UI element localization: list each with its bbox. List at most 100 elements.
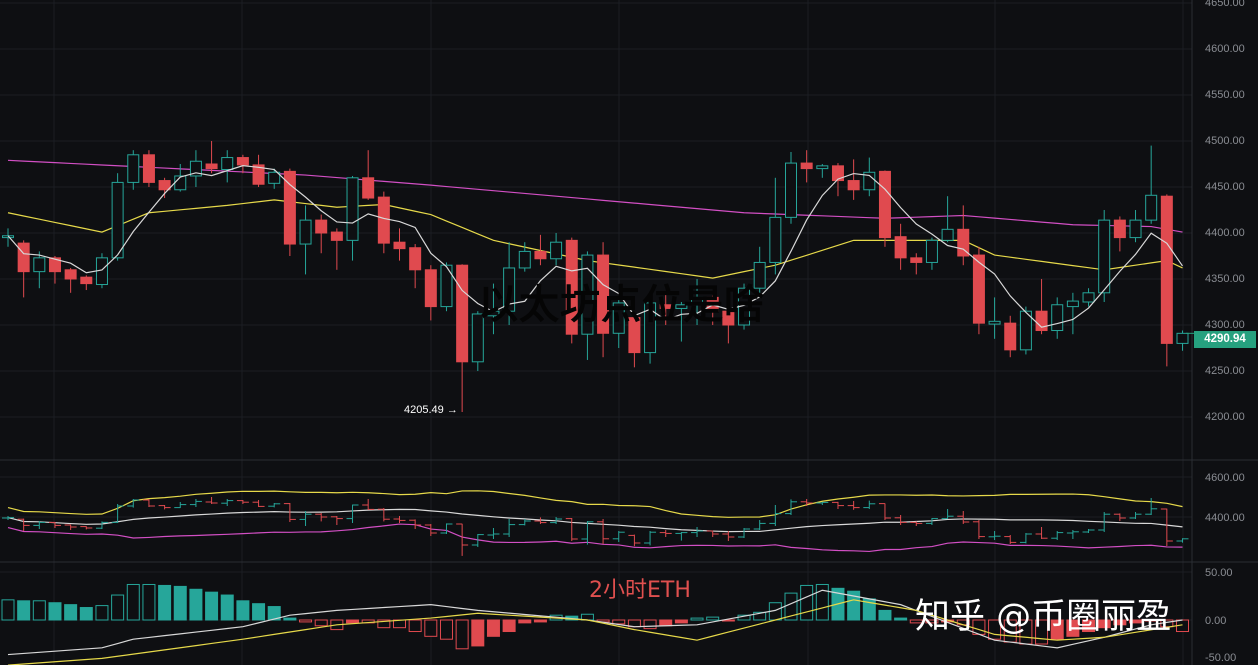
band-lower-line <box>7 523 1183 553</box>
axis-tick-label: 4400.00 <box>1205 512 1245 524</box>
macd-histogram-bar <box>79 607 93 621</box>
macd-histogram-bar <box>471 619 485 647</box>
candle-down <box>205 163 218 170</box>
macd-histogram-bar <box>220 594 234 621</box>
candle-down <box>142 154 155 183</box>
ma-slow-line <box>7 159 1183 233</box>
candle-up <box>675 304 688 309</box>
macd-histogram-bar <box>690 617 704 621</box>
macd-histogram-bar <box>659 619 673 627</box>
macd-histogram-bar <box>408 619 422 633</box>
period-label: 2小时ETH <box>589 578 691 603</box>
macd-dea-line <box>7 599 1183 665</box>
macd-histogram-bar <box>753 611 767 621</box>
candle-up <box>127 154 140 183</box>
macd-histogram-bar <box>439 619 453 640</box>
band-upper-line <box>7 490 1183 518</box>
candle-up <box>1019 310 1032 351</box>
macd-histogram-bar <box>205 591 219 621</box>
macd-histogram-bar <box>800 584 814 621</box>
last-price-tag: 4290.94 <box>1194 331 1256 348</box>
macd-histogram-bar <box>283 617 297 621</box>
candle-up <box>550 241 563 260</box>
axis-tick-label: 4600.00 <box>1205 43 1245 55</box>
candle-up <box>1145 194 1158 221</box>
candle-up <box>785 162 797 218</box>
macd-histogram-bar <box>1066 619 1080 637</box>
macd-histogram-bar <box>158 584 172 621</box>
candle-up <box>988 320 1001 325</box>
axis-tick-label: 4600.00 <box>1205 472 1245 484</box>
macd-histogram-bar <box>925 619 939 624</box>
macd-histogram-bar <box>346 619 360 624</box>
macd-histogram-bar <box>502 619 516 633</box>
candle-up <box>221 157 234 171</box>
macd-histogram-bar <box>111 594 125 621</box>
macd-histogram-bar <box>455 619 469 650</box>
macd-histogram-bar <box>173 585 187 621</box>
ma-fast-line <box>7 165 1183 328</box>
candle-up <box>581 254 594 335</box>
candle-down <box>1113 219 1126 239</box>
macd-histogram-bar <box>1129 619 1143 624</box>
candle-down <box>1004 322 1017 351</box>
candle-up <box>1098 219 1111 294</box>
macd-histogram-bar <box>643 619 657 630</box>
axis-tick-label: 4450.00 <box>1205 181 1245 193</box>
macd-histogram-bar <box>815 583 829 621</box>
candle-down <box>315 219 328 234</box>
candle-up <box>440 264 453 308</box>
candle-down <box>80 276 93 285</box>
candle-up <box>33 257 46 273</box>
candle-up <box>503 267 516 312</box>
axis-tick-label: 50.00 <box>1205 567 1233 579</box>
candle-down <box>393 241 406 250</box>
axis-tick-label: -50.00 <box>1205 652 1236 664</box>
candle-down <box>831 165 844 182</box>
axis-tick-label: 4350.00 <box>1205 273 1245 285</box>
candle-up <box>518 250 531 269</box>
candle-up <box>612 302 625 334</box>
macd-histogram-bar <box>314 619 328 627</box>
candle-up <box>268 171 281 184</box>
candle-down <box>330 231 343 241</box>
macd-histogram-bar <box>267 606 281 621</box>
candle-up <box>816 165 829 170</box>
macd-histogram-bar <box>377 619 391 629</box>
macd-histogram-bar <box>17 600 31 621</box>
macd-histogram-bar <box>1113 619 1127 626</box>
candle-up <box>1129 219 1142 239</box>
axis-tick-label: 4300.00 <box>1205 319 1245 331</box>
macd-histogram-bar <box>1 599 15 621</box>
macd-histogram-bar <box>1097 619 1111 629</box>
candle-up <box>1082 292 1095 303</box>
candle-down <box>878 170 891 239</box>
macd-histogram-bar <box>878 609 892 621</box>
macd-histogram-bar <box>236 600 250 621</box>
candle-up <box>174 175 187 191</box>
candle-down <box>894 236 907 259</box>
candle-up <box>644 302 657 354</box>
candle-down <box>957 228 970 257</box>
candle-up <box>769 216 782 263</box>
candle-down <box>64 269 77 280</box>
axis-tick-label: 4550.00 <box>1205 89 1245 101</box>
axis-tick-label: 4400.00 <box>1205 227 1245 239</box>
candle-down <box>236 157 249 166</box>
macd-histogram-bar <box>674 619 688 624</box>
candle-up <box>189 160 202 177</box>
candle-up <box>346 177 359 241</box>
macd-histogram-bar <box>424 619 438 637</box>
macd-histogram-bar <box>518 619 532 624</box>
macd-histogram-bar <box>95 605 109 621</box>
candle-down <box>377 196 390 244</box>
macd-histogram-bar <box>706 616 720 621</box>
candle-up <box>941 228 954 241</box>
macd-histogram-bar <box>32 600 46 621</box>
macd-histogram-bar <box>1050 619 1064 640</box>
macd-histogram-bar <box>299 619 313 623</box>
macd-histogram-bar <box>894 617 908 621</box>
candle-down <box>722 310 735 326</box>
candle-down <box>972 254 985 324</box>
candle-down <box>17 242 30 273</box>
